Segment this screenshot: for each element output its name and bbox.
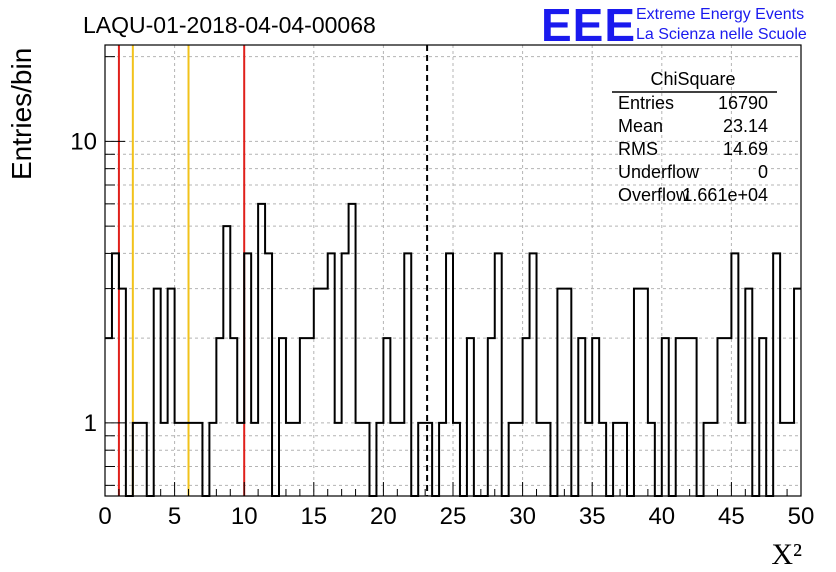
y-tick-label: 10 — [70, 128, 97, 155]
axes: 0 5 10 15 20 25 30 35 40 45 50 1 10 — [70, 56, 815, 530]
stats-box: ChiSquare Entries 16790 Mean 23.14 RMS 1… — [612, 69, 777, 205]
x-tick-label: 5 — [168, 503, 181, 530]
x-tick-label: 10 — [231, 503, 258, 530]
x-tick-label: 45 — [718, 503, 745, 530]
x-tick-label: 35 — [579, 503, 606, 530]
stats-label: Entries — [618, 93, 674, 113]
stats-title: ChiSquare — [650, 69, 735, 89]
stats-value: 23.14 — [723, 116, 768, 136]
stats-label: RMS — [618, 139, 658, 159]
eee-logo-line1: Extreme Energy Events — [636, 6, 804, 23]
x-tick-label: 25 — [440, 503, 467, 530]
x-tick-label: 50 — [788, 503, 815, 530]
stats-label: Overflow — [618, 185, 690, 205]
stats-value: 14.69 — [723, 139, 768, 159]
y-axis-label: Entries/bin — [6, 48, 37, 180]
x-tick-label: 15 — [300, 503, 327, 530]
y-tick-label: 1 — [84, 410, 97, 437]
stats-value: 16790 — [718, 93, 768, 113]
x-tick-label: 40 — [648, 503, 675, 530]
x-tick-label: 30 — [509, 503, 536, 530]
x-axis-label: X² — [771, 538, 802, 571]
stats-label: Underflow — [618, 162, 700, 182]
stats-value: 1.661e+04 — [682, 185, 768, 205]
x-tick-label: 20 — [370, 503, 397, 530]
eee-logo-line2: La Scienza nelle Scuole — [636, 26, 807, 43]
histogram-line — [105, 202, 801, 497]
eee-logo-letters: EEE — [541, 0, 636, 51]
grid — [105, 45, 801, 496]
chart-title: LAQU-01-2018-04-04-00068 — [83, 12, 376, 38]
stats-label: Mean — [618, 116, 663, 136]
eee-logo: EEE Extreme Energy Events La Scienza nel… — [541, 0, 807, 51]
stats-value: 0 — [758, 162, 768, 182]
x-tick-label: 0 — [98, 503, 111, 530]
